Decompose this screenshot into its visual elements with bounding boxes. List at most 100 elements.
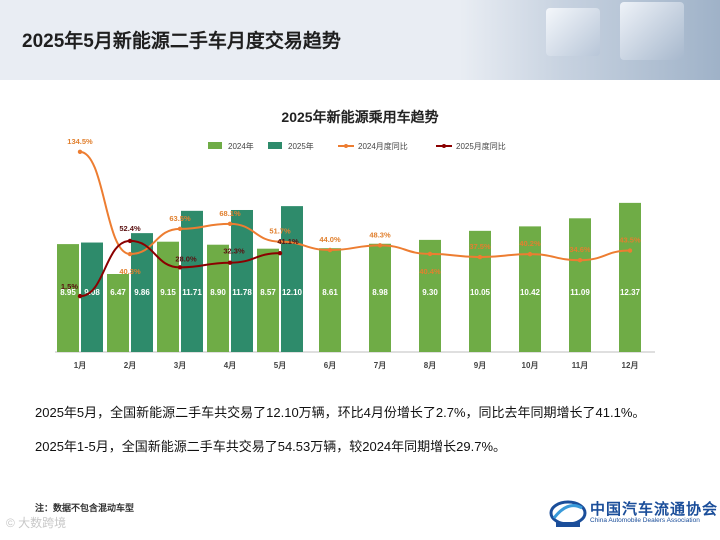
bar-2024-4 xyxy=(207,244,229,352)
yoy-2025-label-5: 41.1% xyxy=(277,237,299,246)
yoy-2024-point-4 xyxy=(227,221,233,227)
yoy-2025-point-5 xyxy=(277,250,283,256)
bar-2025-2 xyxy=(131,233,153,352)
x-tick-label-3: 3月 xyxy=(174,361,186,370)
x-tick-label-2: 2月 xyxy=(124,361,136,370)
bar-label-2024-4: 8.90 xyxy=(210,288,226,297)
bar-2025-4 xyxy=(231,209,253,352)
x-tick-label-11: 11月 xyxy=(572,361,588,370)
bar-label-2024-5: 8.57 xyxy=(260,288,276,297)
logo-english-name: China Automobile Dealers Association xyxy=(590,517,700,524)
yoy-2025-point-2 xyxy=(127,238,133,244)
legend-marker-4 xyxy=(442,144,446,148)
watermark: © 大数跨境 xyxy=(6,516,67,530)
yoy-2024-point-8 xyxy=(427,251,433,257)
bar-2024-6 xyxy=(319,248,341,352)
yoy-2024-label-4: 68.1% xyxy=(219,209,241,218)
x-tick-label-8: 8月 xyxy=(424,361,436,370)
yoy-2024-label-2: 40.3% xyxy=(119,267,141,276)
bar-label-2025-2: 9.86 xyxy=(134,288,150,297)
yoy-2024-label-12: 43.5% xyxy=(619,236,641,245)
bar-label-2025-1: 9.08 xyxy=(84,288,100,297)
trend-chart: 2025年新能源乘用车趋势 2024年 2025年 2024月度同比 2025月度同比 8… xyxy=(55,109,655,370)
yoy-2024-point-9 xyxy=(477,254,483,260)
yoy-2025-point-1 xyxy=(77,293,83,299)
yoy-2025-label-4: 32.3% xyxy=(223,247,245,256)
legend-label-3: 2024月度同比 xyxy=(358,141,408,151)
yoy-2025-label-3: 28.0% xyxy=(175,254,197,263)
yoy-2024-label-6: 44.0% xyxy=(319,235,341,244)
summary-line-2: 2025年1-5月，全国新能源二手车共交易了54.53万辆，较2024年同期增长… xyxy=(35,439,507,454)
bar-label-2024-9: 10.05 xyxy=(470,288,491,297)
yoy-2024-point-2 xyxy=(127,251,133,257)
yoy-2024-point-5 xyxy=(277,239,283,244)
yoy-2024-label-8: 40.4% xyxy=(419,267,441,276)
legend-swatch-1 xyxy=(208,142,222,149)
yoy-2024-label-1: 134.5% xyxy=(67,137,93,146)
bar-label-2024-2: 6.47 xyxy=(110,288,126,297)
bar-label-2025-5: 12.10 xyxy=(282,288,303,297)
bar-2024-11 xyxy=(569,218,591,352)
yoy-2024-point-7 xyxy=(377,243,383,248)
bar-2024-3 xyxy=(157,241,179,352)
bar-2024-2 xyxy=(107,274,129,352)
bar-2024-10 xyxy=(519,226,541,352)
yoy-2024-point-10 xyxy=(527,251,533,257)
header-cube-graphic xyxy=(546,8,600,56)
x-tick-label-4: 4月 xyxy=(224,361,236,370)
x-tick-label-9: 9月 xyxy=(474,361,486,370)
yoy-2024-point-12 xyxy=(627,248,633,253)
yoy-2024-point-6 xyxy=(327,247,333,253)
yoy-2024-label-3: 63.5% xyxy=(169,214,191,223)
bar-label-2025-4: 11.78 xyxy=(232,288,252,297)
logo-chinese-name: 中国汽车流通协会 xyxy=(590,500,719,518)
yoy-2024-label-11: 34.6% xyxy=(569,245,591,254)
x-tick-label-10: 10月 xyxy=(522,361,539,370)
cada-logo: 中国汽车流通协会 China Automobile Dealers Associ… xyxy=(548,496,719,530)
yoy-2024-label-9: 37.5% xyxy=(469,242,491,251)
bar-label-2024-12: 12.37 xyxy=(620,288,641,297)
x-tick-label-5: 5月 xyxy=(274,361,286,370)
x-tick-label-6: 6月 xyxy=(324,361,336,370)
summary-line-1: 2025年5月，全国新能源二手车共交易了12.10万辆，环比4月份增长了2.7%… xyxy=(35,405,646,420)
yoy-2024-point-11 xyxy=(577,258,583,263)
legend-label-2: 2025年 xyxy=(288,141,314,151)
chart-container: 2025年新能源乘用车趋势 2024年 2025年 2024月度同比 2025月度同比 8… xyxy=(0,95,720,385)
legend-label-1: 2024年 xyxy=(228,141,254,151)
bar-2024-7 xyxy=(369,243,391,352)
bar-label-2025-3: 11.71 xyxy=(182,288,202,297)
yoy-2025-point-4 xyxy=(227,260,233,265)
cada-emblem-icon xyxy=(549,500,587,527)
page-title: 2025年5月新能源二手车月度交易趋势 xyxy=(22,31,341,52)
footnote: 注：数据不包含混动车型 xyxy=(35,503,135,513)
x-tick-label-1: 1月 xyxy=(74,361,86,370)
bar-2024-1 xyxy=(57,244,79,352)
chart-title: 2025年新能源乘用车趋势 xyxy=(281,109,438,125)
bar-label-2024-8: 9.30 xyxy=(422,288,438,297)
bar-2025-1 xyxy=(81,242,103,352)
yoy-2024-point-1 xyxy=(77,149,83,155)
yoy-2025-point-3 xyxy=(177,265,183,270)
legend-swatch-2 xyxy=(268,142,282,149)
legend-label-4: 2025月度同比 xyxy=(456,141,506,151)
bar-label-2024-3: 9.15 xyxy=(160,288,176,297)
bar-label-2024-1: 8.95 xyxy=(60,288,76,297)
bar-2024-5 xyxy=(257,248,279,352)
bar-2024-12 xyxy=(619,202,641,352)
x-tick-label-7: 7月 xyxy=(374,361,386,370)
bar-2024-9 xyxy=(469,230,491,352)
yoy-2025-label-1: 1.5% xyxy=(61,282,78,291)
yoy-2024-label-10: 40.2% xyxy=(519,239,541,248)
bar-label-2024-6: 8.61 xyxy=(322,288,338,297)
bar-label-2024-11: 11.09 xyxy=(570,288,590,297)
bar-2025-3 xyxy=(181,210,203,352)
bar-2024-8 xyxy=(419,239,441,352)
yoy-2025-line xyxy=(79,239,281,298)
yoy-2025-label-2: 52.4% xyxy=(119,224,141,233)
bar-label-2024-10: 10.42 xyxy=(520,288,541,297)
yoy-2024-label-7: 48.3% xyxy=(369,230,391,239)
yoy-2024-label-5: 51.7% xyxy=(269,227,291,236)
x-tick-label-12: 12月 xyxy=(622,361,639,370)
bar-label-2024-7: 8.98 xyxy=(372,288,388,297)
legend-marker-3 xyxy=(344,144,348,148)
